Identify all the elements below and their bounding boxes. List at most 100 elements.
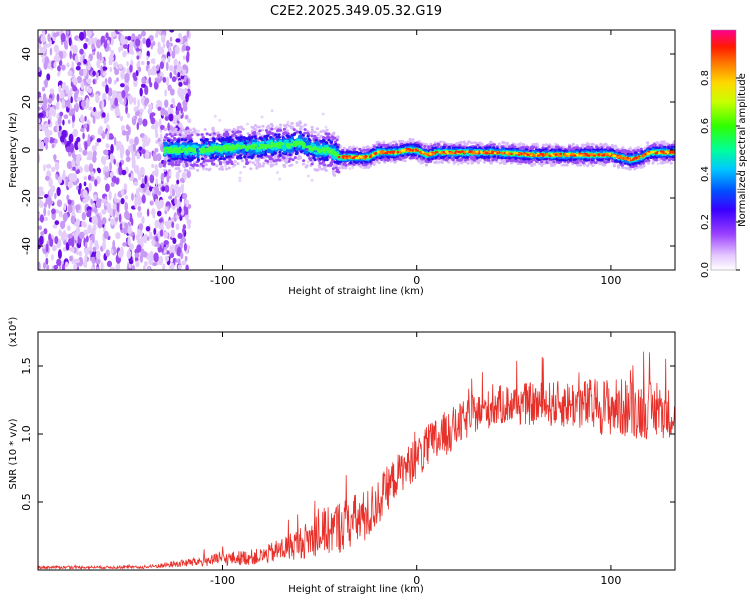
- heatmap-cell: [456, 162, 460, 166]
- heatmap-cell: [137, 66, 142, 73]
- heatmap-cell: [82, 198, 87, 204]
- heatmap-cell: [282, 127, 287, 131]
- heatmap-cell: [297, 157, 301, 161]
- heatmap-cell: [166, 76, 169, 87]
- heatmap-cell: [288, 164, 292, 168]
- heatmap-cell: [376, 140, 380, 144]
- heatmap-cell: [225, 160, 229, 164]
- heatmap-cell: [182, 88, 188, 95]
- heatmap-cell: [127, 125, 131, 136]
- heatmap-cell: [80, 80, 85, 91]
- heatmap-cell: [155, 132, 159, 139]
- heatmap-cell: [244, 158, 249, 162]
- heatmap-cell: [56, 124, 60, 133]
- heatmap-cell: [156, 99, 162, 105]
- heatmap-cell: [181, 134, 185, 138]
- heatmap-cell: [108, 55, 114, 62]
- heatmap-cell: [113, 158, 116, 165]
- heatmap-cell: [83, 175, 88, 181]
- heatmap-cell: [101, 198, 107, 204]
- heatmap-cell: [138, 231, 144, 237]
- heatmap-cell: [470, 161, 474, 165]
- heatmap-cell: [173, 64, 178, 70]
- heatmap-cell: [261, 164, 265, 168]
- heatmap-cell: [324, 136, 328, 140]
- heatmap-cell: [110, 171, 114, 178]
- heatmap-cell: [154, 219, 160, 229]
- heatmap-cell: [175, 223, 180, 231]
- heatmap-cell: [84, 241, 88, 248]
- heatmap-cell: [121, 89, 126, 99]
- heatmap-cell: [39, 235, 44, 246]
- heatmap-cell: [125, 149, 131, 157]
- heatmap-cell: [433, 161, 437, 164]
- heatmap-cell: [158, 183, 163, 188]
- heatmap-cell: [133, 181, 139, 186]
- heatmap-cell: [130, 218, 134, 226]
- heatmap-cell: [103, 230, 109, 239]
- heatmap-cell: [93, 106, 96, 113]
- heatmap-cell: [473, 141, 477, 145]
- heatmap-cell: [74, 231, 78, 241]
- heatmap-cell: [145, 38, 151, 48]
- heatmap-cell: [178, 206, 182, 213]
- heatmap-cell: [245, 160, 249, 164]
- heatmap-cell: [205, 132, 209, 136]
- heatmap-cell: [76, 61, 82, 66]
- heatmap-cell: [128, 259, 134, 265]
- heatmap-cell: [148, 76, 152, 85]
- heatmap-cell: [303, 128, 307, 131]
- heatmap-cell: [636, 146, 640, 149]
- heatmap-cell: [162, 186, 165, 192]
- heatmap-cell: [124, 202, 129, 212]
- heatmap-cell: [125, 156, 131, 163]
- heatmap-cell: [73, 104, 77, 112]
- heatmap-cell: [384, 143, 388, 147]
- heatmap-cell: [249, 167, 253, 171]
- heatmap-cell: [335, 168, 340, 172]
- heatmap-cell: [95, 141, 99, 147]
- heatmap-cell: [134, 198, 138, 209]
- heatmap-cell: [87, 133, 91, 144]
- heatmap-cell: [45, 243, 49, 253]
- heatmap-cell: [83, 58, 88, 65]
- heatmap-cell: [324, 125, 328, 129]
- heatmap-cell: [92, 79, 96, 85]
- heatmap-cell: [55, 31, 60, 37]
- heatmap-cell: [76, 177, 80, 184]
- heatmap-cell: [158, 255, 164, 266]
- heatmap-cell: [158, 199, 165, 208]
- heatmap-cell: [105, 84, 109, 94]
- heatmap-cell: [540, 160, 544, 164]
- heatmap-cell: [177, 63, 182, 73]
- heatmap-cell: [133, 106, 139, 113]
- heatmap-cell: [136, 244, 142, 253]
- heatmap-cell: [179, 196, 183, 203]
- heatmap-cell: [75, 218, 80, 228]
- heatmap-cell: [92, 115, 96, 124]
- heatmap-cell: [172, 237, 177, 244]
- heatmap-cell: [84, 141, 88, 151]
- heatmap-cell: [149, 200, 154, 206]
- heatmap-cell: [65, 85, 69, 95]
- heatmap-cell: [110, 248, 114, 254]
- heatmap-cell: [99, 51, 102, 61]
- heatmap-cell: [134, 111, 140, 116]
- heatmap-cell: [91, 43, 96, 50]
- heatmap-cell: [132, 143, 136, 152]
- heatmap-cell: [173, 58, 178, 66]
- heatmap-cell: [97, 126, 104, 135]
- heatmap-cell: [106, 112, 110, 122]
- heatmap-cell: [128, 44, 133, 55]
- heatmap-cell: [359, 165, 363, 168]
- heatmap-cell: [175, 38, 181, 43]
- heatmap-cell: [335, 138, 339, 142]
- heatmap-cell: [415, 156, 419, 160]
- heatmap-cell: [288, 157, 292, 161]
- heatmap-cell: [210, 159, 214, 162]
- heatmap-cell: [137, 98, 140, 109]
- heatmap-cell: [44, 43, 50, 48]
- heatmap-cell: [54, 138, 58, 144]
- heatmap-cell: [258, 129, 262, 133]
